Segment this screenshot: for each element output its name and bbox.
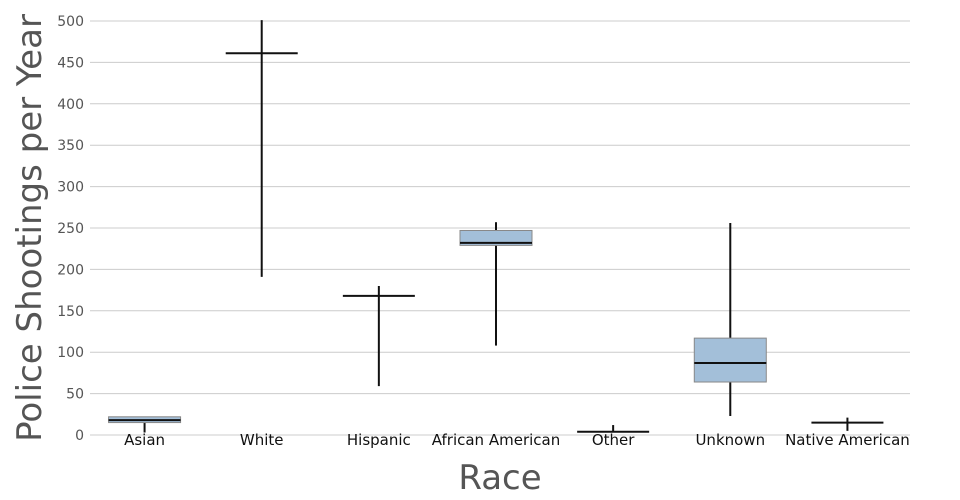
box-african-american [459, 222, 533, 346]
x-axis-ticks: Asian White Hispanic African American Other U… [124, 431, 910, 449]
y-tick-label: 350 [57, 138, 84, 154]
x-tick-label: African American [432, 431, 560, 449]
x-tick-label: Unknown [695, 431, 765, 449]
y-tick-label: 250 [57, 221, 84, 237]
box-asian [108, 416, 182, 433]
box-native-american [811, 417, 884, 431]
y-tick-label: 300 [57, 180, 84, 196]
x-tick-label: Asian [124, 431, 165, 449]
boxes [108, 20, 884, 433]
y-tick-label: 450 [57, 55, 84, 71]
iqr-box [693, 337, 767, 383]
box-white [225, 20, 298, 277]
y-axis-ticks: 0 50 100 150 200 250 300 350 400 450 500 [57, 14, 84, 444]
y-axis-title: Police Shootings per Year [10, 14, 50, 442]
y-tick-label: 400 [57, 97, 84, 113]
x-axis-title: Race [458, 458, 541, 498]
y-tick-label: 200 [57, 262, 84, 278]
y-tick-label: 50 [66, 387, 84, 403]
iqr-box [459, 229, 533, 246]
y-tick-label: 150 [57, 304, 84, 320]
box-other [577, 425, 650, 433]
y-tick-label: 100 [57, 345, 84, 361]
y-tick-label: 0 [75, 428, 84, 444]
gridlines [90, 20, 910, 436]
x-tick-label: Hispanic [347, 431, 411, 449]
x-tick-label: Native American [785, 431, 910, 449]
box-unknown [693, 223, 767, 416]
x-tick-label: Other [592, 431, 635, 449]
box-hispanic [342, 285, 415, 387]
y-tick-label: 500 [57, 14, 84, 30]
x-tick-label: White [240, 431, 284, 449]
